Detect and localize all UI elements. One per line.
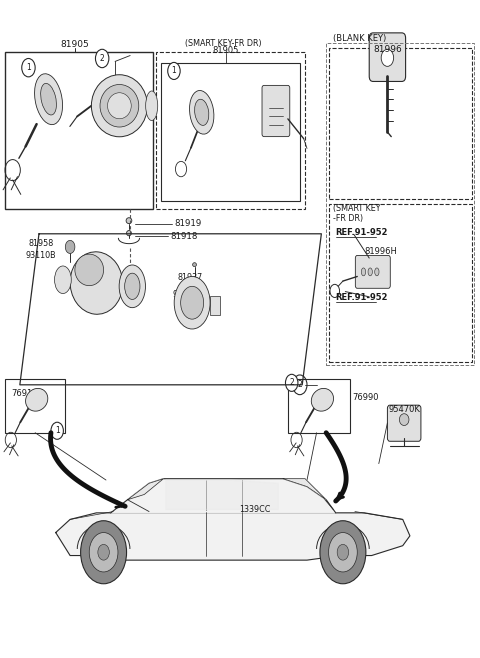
Ellipse shape bbox=[192, 263, 196, 266]
Circle shape bbox=[22, 59, 35, 77]
Circle shape bbox=[381, 49, 394, 66]
Ellipse shape bbox=[126, 218, 132, 224]
Ellipse shape bbox=[127, 230, 132, 236]
Text: REF.91-952: REF.91-952 bbox=[336, 228, 388, 237]
Text: 81937: 81937 bbox=[178, 273, 203, 282]
Ellipse shape bbox=[194, 99, 209, 126]
Circle shape bbox=[168, 63, 180, 80]
Ellipse shape bbox=[100, 84, 139, 127]
Ellipse shape bbox=[145, 91, 158, 120]
Text: (SMART KEY-FR DR): (SMART KEY-FR DR) bbox=[185, 39, 262, 48]
Circle shape bbox=[320, 520, 366, 584]
Text: 81996: 81996 bbox=[373, 45, 402, 55]
Text: 1: 1 bbox=[26, 63, 31, 72]
Bar bbox=[156, 52, 305, 209]
Bar bbox=[288, 379, 350, 433]
Ellipse shape bbox=[180, 286, 204, 319]
Text: 2: 2 bbox=[100, 54, 105, 63]
Bar bbox=[326, 43, 474, 365]
Ellipse shape bbox=[25, 388, 48, 411]
Ellipse shape bbox=[41, 84, 57, 115]
Bar bbox=[328, 48, 472, 199]
Text: 81918: 81918 bbox=[170, 232, 197, 241]
Ellipse shape bbox=[119, 265, 145, 308]
Ellipse shape bbox=[108, 93, 131, 118]
Polygon shape bbox=[111, 479, 336, 513]
Text: 95470K: 95470K bbox=[388, 405, 420, 415]
Text: -FR DR): -FR DR) bbox=[333, 214, 363, 222]
FancyBboxPatch shape bbox=[387, 405, 421, 442]
Circle shape bbox=[293, 375, 307, 395]
Circle shape bbox=[239, 496, 246, 505]
Ellipse shape bbox=[125, 273, 140, 299]
Ellipse shape bbox=[75, 254, 104, 286]
Text: REF.91-952: REF.91-952 bbox=[336, 293, 388, 302]
Polygon shape bbox=[128, 479, 163, 499]
Text: 76910Z: 76910Z bbox=[11, 389, 44, 398]
Text: 81996H: 81996H bbox=[364, 247, 397, 256]
Circle shape bbox=[98, 544, 109, 560]
Text: 93170A: 93170A bbox=[173, 290, 204, 299]
Text: 2: 2 bbox=[298, 380, 302, 390]
FancyBboxPatch shape bbox=[262, 86, 290, 137]
FancyBboxPatch shape bbox=[355, 255, 390, 288]
Circle shape bbox=[51, 422, 63, 440]
Text: 81919: 81919 bbox=[174, 219, 201, 228]
Text: 81905: 81905 bbox=[213, 46, 239, 55]
Ellipse shape bbox=[312, 388, 334, 411]
Bar bbox=[5, 52, 153, 209]
Text: (SMART KEY: (SMART KEY bbox=[333, 204, 381, 213]
Polygon shape bbox=[283, 479, 326, 499]
Circle shape bbox=[96, 49, 109, 68]
Circle shape bbox=[81, 520, 127, 584]
Ellipse shape bbox=[190, 91, 214, 134]
Polygon shape bbox=[166, 480, 278, 509]
Circle shape bbox=[65, 240, 75, 253]
Circle shape bbox=[286, 374, 298, 392]
Text: 81958: 81958 bbox=[28, 239, 54, 248]
Text: 1339CC: 1339CC bbox=[239, 505, 270, 514]
Bar bbox=[161, 63, 300, 201]
Ellipse shape bbox=[70, 252, 123, 315]
Ellipse shape bbox=[91, 75, 147, 137]
Text: 2: 2 bbox=[289, 378, 294, 388]
Text: (BLANK KEY): (BLANK KEY) bbox=[333, 34, 386, 43]
Circle shape bbox=[337, 544, 348, 560]
Ellipse shape bbox=[399, 414, 409, 426]
Circle shape bbox=[328, 532, 357, 572]
Circle shape bbox=[89, 532, 118, 572]
Ellipse shape bbox=[368, 268, 372, 276]
Ellipse shape bbox=[55, 266, 72, 293]
Text: 1: 1 bbox=[171, 66, 176, 76]
FancyBboxPatch shape bbox=[369, 33, 406, 82]
Ellipse shape bbox=[35, 74, 62, 124]
Text: 81905: 81905 bbox=[60, 40, 89, 49]
Ellipse shape bbox=[361, 268, 366, 276]
Ellipse shape bbox=[375, 268, 379, 276]
Bar bbox=[210, 296, 220, 315]
Ellipse shape bbox=[174, 276, 210, 329]
Bar bbox=[5, 379, 65, 433]
Text: 1: 1 bbox=[55, 426, 60, 436]
Text: 93110B: 93110B bbox=[25, 251, 56, 260]
Polygon shape bbox=[56, 513, 410, 560]
Bar bbox=[328, 204, 472, 362]
Text: 76990: 76990 bbox=[352, 393, 379, 402]
